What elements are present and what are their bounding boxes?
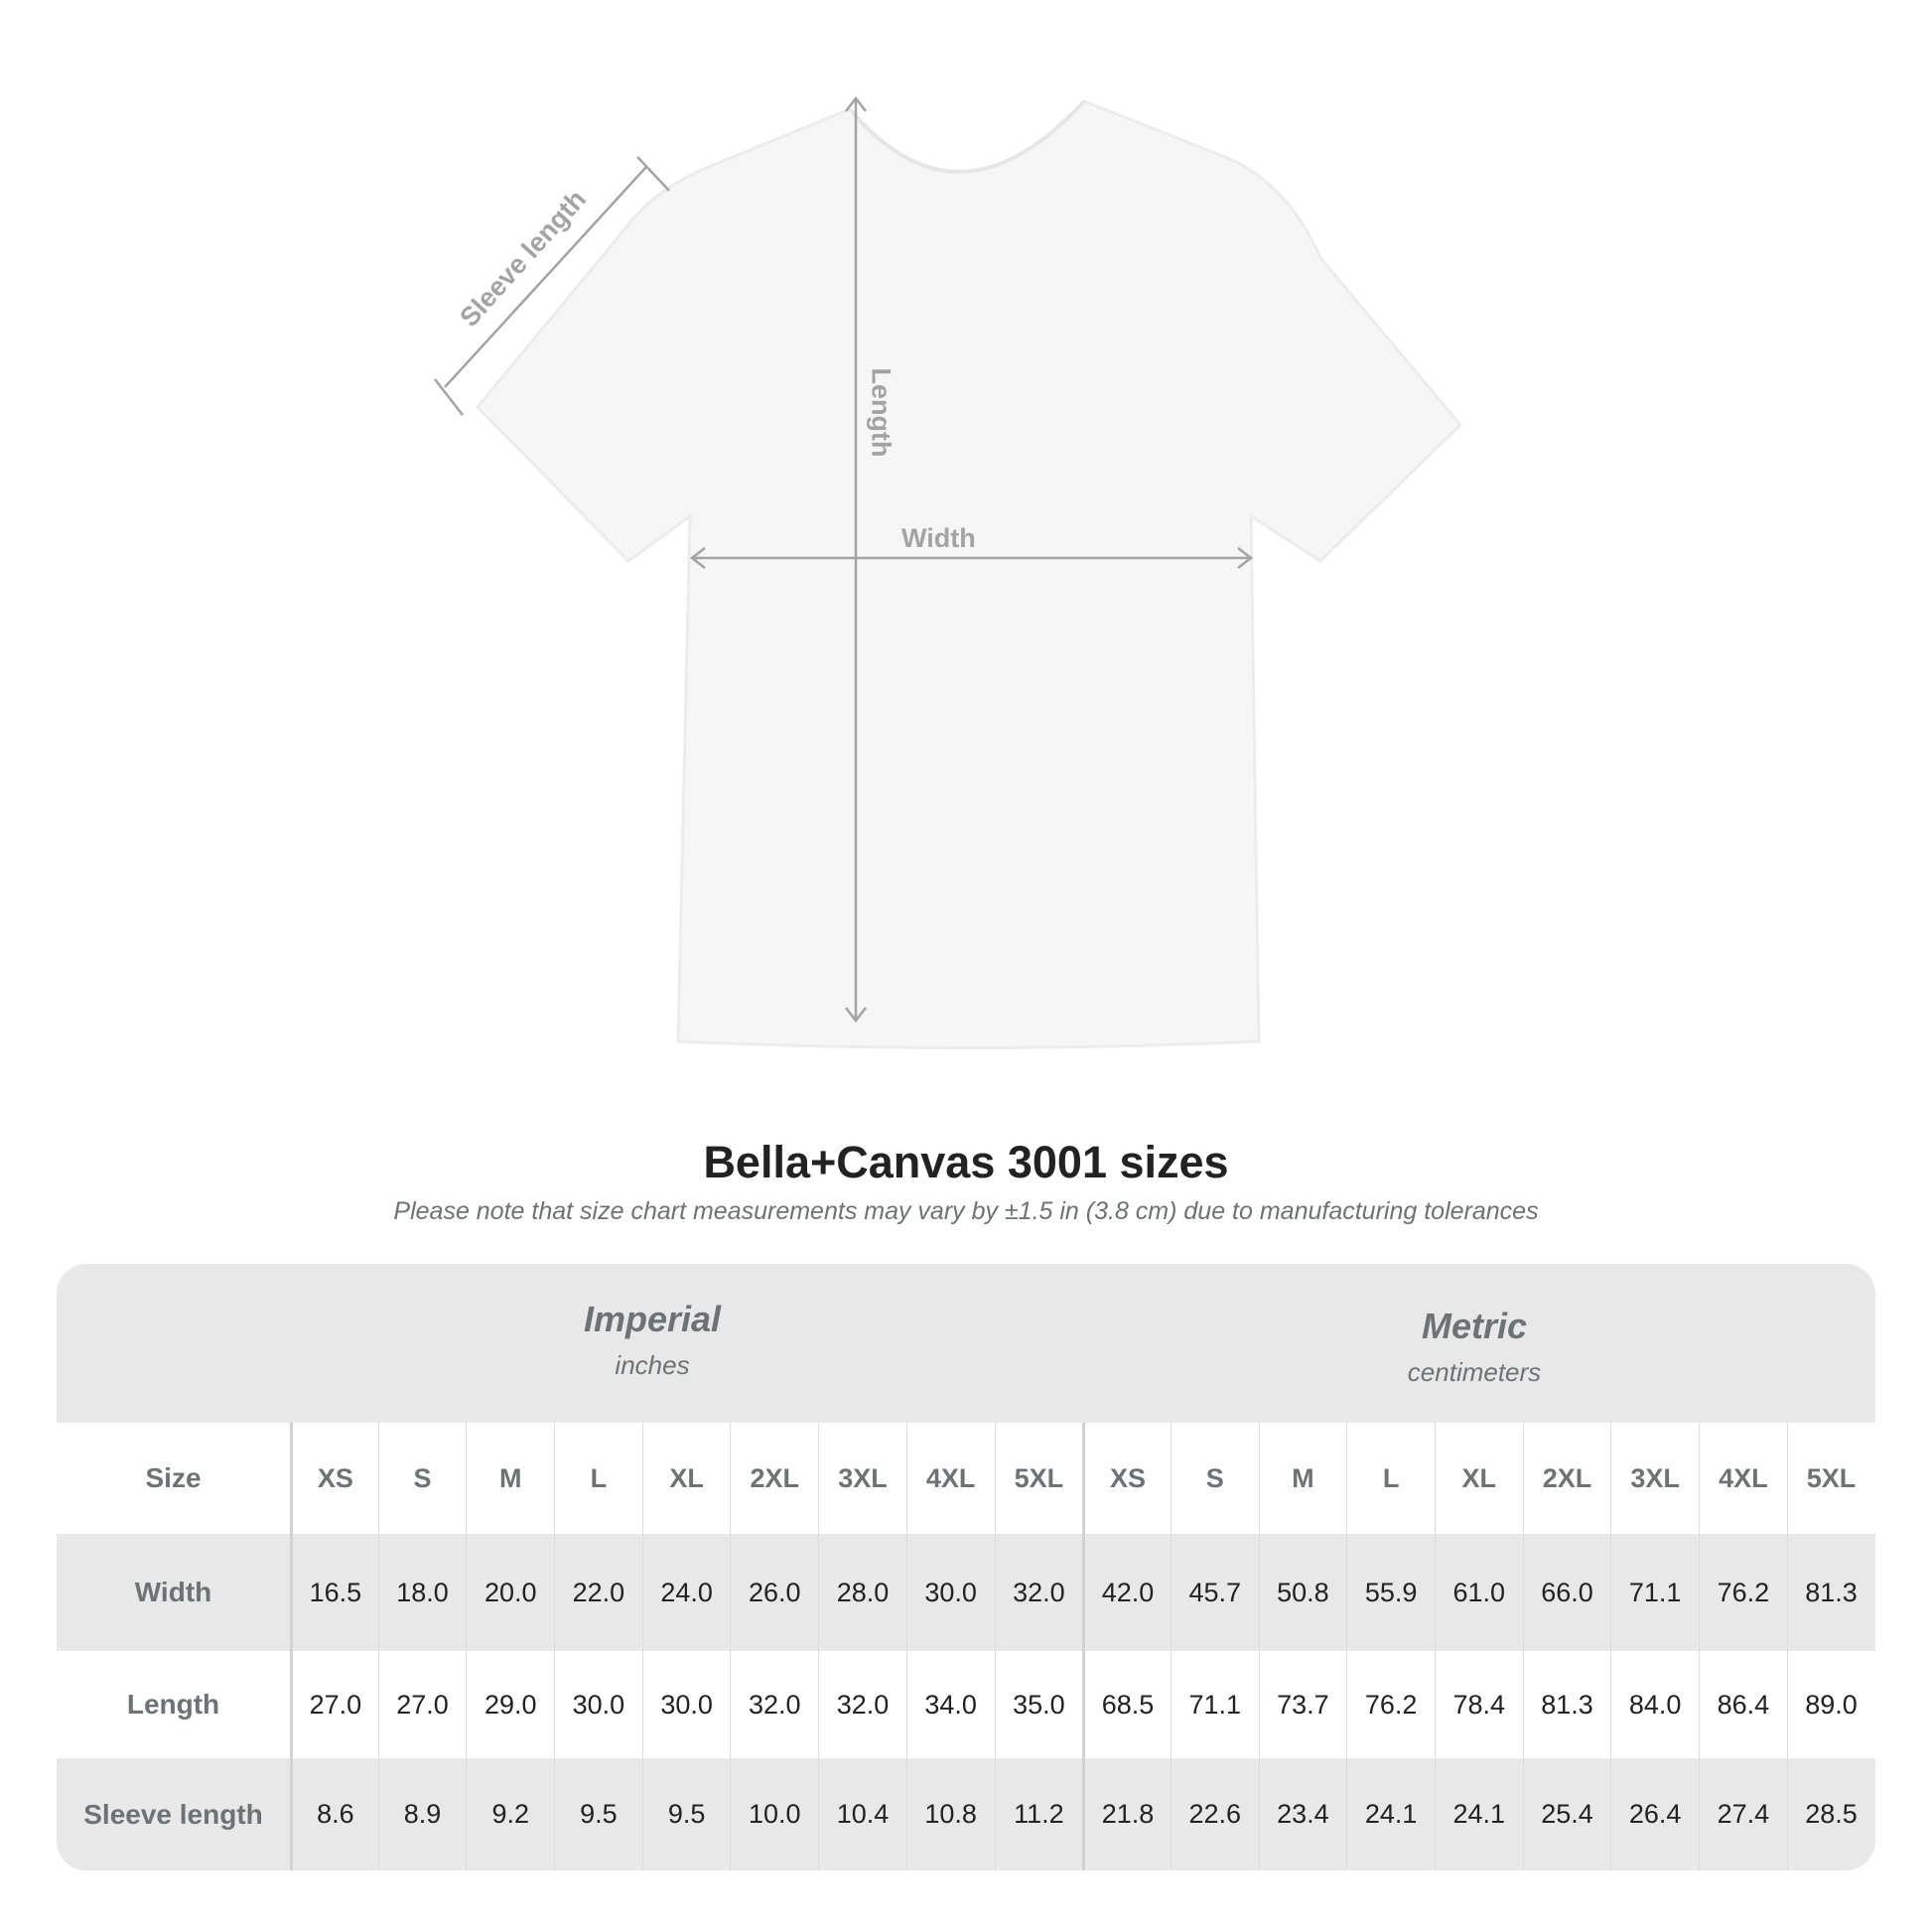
table-row-length: Length 27.0 27.0 29.0 30.0 30.0 32.0 32.0 34.0 35… bbox=[57, 1651, 1875, 1758]
imperial-value-cell: 29.0 bbox=[466, 1651, 554, 1758]
metric-value-cell: 66.0 bbox=[1522, 1534, 1611, 1651]
page-title: Bella+Canvas 3001 sizes bbox=[703, 1137, 1229, 1187]
length-label: Length bbox=[866, 367, 897, 458]
imperial-value-cell: 16.5 bbox=[290, 1534, 378, 1651]
metric-size-xl: XL bbox=[1434, 1423, 1523, 1534]
metric-value-cell: 21.8 bbox=[1082, 1758, 1171, 1870]
imperial-value-cell: 20.0 bbox=[466, 1534, 554, 1651]
metric-value-cell: 86.4 bbox=[1699, 1651, 1787, 1758]
imperial-size-2xl: 2XL bbox=[730, 1423, 818, 1534]
imperial-value-cell: 32.0 bbox=[818, 1651, 906, 1758]
imperial-size-4xl: 4XL bbox=[905, 1423, 995, 1534]
imperial-value-cell: 11.2 bbox=[994, 1758, 1083, 1870]
imperial-value-cell: 27.0 bbox=[377, 1651, 467, 1758]
metric-value-cell: 26.4 bbox=[1610, 1758, 1699, 1870]
metric-size-s: S bbox=[1170, 1423, 1259, 1534]
metric-group-header: Metric centimeters bbox=[1080, 1306, 1868, 1388]
metric-value-cell: 23.4 bbox=[1258, 1758, 1347, 1870]
tolerance-note: Please note that size chart measurements… bbox=[393, 1197, 1539, 1225]
metric-value-cell: 24.1 bbox=[1434, 1758, 1523, 1870]
imperial-value-cell: 24.0 bbox=[641, 1534, 731, 1651]
metric-value-cell: 78.4 bbox=[1434, 1651, 1523, 1758]
imperial-size-l: L bbox=[554, 1423, 642, 1534]
imperial-title: Imperial bbox=[583, 1299, 722, 1339]
metric-value-cell: 27.4 bbox=[1699, 1758, 1787, 1870]
metric-size-l: L bbox=[1346, 1423, 1435, 1534]
imperial-size-3xl: 3XL bbox=[818, 1423, 906, 1534]
metric-value-cell: 81.3 bbox=[1522, 1651, 1611, 1758]
row-label: Length bbox=[126, 1689, 220, 1720]
metric-value-cell: 76.2 bbox=[1346, 1651, 1435, 1758]
imperial-value-cell: 32.0 bbox=[730, 1651, 818, 1758]
table-row-sleeve-length: Sleeve length 8.6 8.9 9.2 9.5 9.5 10.0 10.4 10.8… bbox=[57, 1758, 1875, 1870]
metric-value-cell: 76.2 bbox=[1699, 1534, 1787, 1651]
imperial-value-cell: 9.2 bbox=[466, 1758, 554, 1870]
metric-value-cell: 55.9 bbox=[1346, 1534, 1435, 1651]
imperial-value-cell: 18.0 bbox=[377, 1534, 467, 1651]
imperial-value-cell: 30.0 bbox=[641, 1651, 731, 1758]
imperial-value-cell: 10.0 bbox=[730, 1758, 818, 1870]
table-row-width: Width 16.5 18.0 20.0 22.0 24.0 26.0 28.0 30.0 32.… bbox=[57, 1534, 1875, 1651]
measure-lines bbox=[434, 95, 1254, 1024]
table-header-band bbox=[57, 1264, 1875, 1423]
metric-value-cell: 28.5 bbox=[1786, 1758, 1875, 1870]
metric-value-cell: 45.7 bbox=[1170, 1534, 1259, 1651]
imperial-value-cell: 30.0 bbox=[554, 1651, 642, 1758]
imperial-unit: inches bbox=[615, 1350, 690, 1380]
metric-unit: centimeters bbox=[1407, 1357, 1542, 1387]
imperial-size-xs: XS bbox=[290, 1423, 378, 1534]
imperial-value-cell: 9.5 bbox=[554, 1758, 642, 1870]
metric-value-cell: 22.6 bbox=[1170, 1758, 1259, 1870]
imperial-value-cell: 8.9 bbox=[377, 1758, 467, 1870]
metric-size-m: M bbox=[1258, 1423, 1347, 1534]
imperial-value-cell: 34.0 bbox=[905, 1651, 995, 1758]
sleeve-line bbox=[444, 165, 648, 388]
metric-size-5xl: 5XL bbox=[1786, 1423, 1875, 1534]
imperial-value-cell: 10.8 bbox=[905, 1758, 995, 1870]
metric-value-cell: 81.3 bbox=[1786, 1534, 1875, 1651]
tshirt-shape bbox=[475, 99, 1463, 1049]
row-label: Width bbox=[134, 1577, 212, 1607]
metric-value-cell: 50.8 bbox=[1258, 1534, 1347, 1651]
imperial-size-m: M bbox=[466, 1423, 554, 1534]
imperial-value-cell: 32.0 bbox=[994, 1534, 1083, 1651]
metric-value-cell: 42.0 bbox=[1082, 1534, 1171, 1651]
metric-value-cell: 71.1 bbox=[1610, 1534, 1699, 1651]
metric-size-3xl: 3XL bbox=[1610, 1423, 1699, 1534]
imperial-value-cell: 8.6 bbox=[290, 1758, 378, 1870]
imperial-size-s: S bbox=[377, 1423, 467, 1534]
imperial-value-cell: 22.0 bbox=[554, 1534, 642, 1651]
metric-value-cell: 84.0 bbox=[1610, 1651, 1699, 1758]
imperial-group-header: Imperial inches bbox=[258, 1299, 1046, 1381]
imperial-value-cell: 28.0 bbox=[818, 1534, 906, 1651]
size-chart-table: Imperial inches Metric centimeters Size X… bbox=[57, 1264, 1875, 1870]
metric-size-2xl: 2XL bbox=[1522, 1423, 1611, 1534]
imperial-size-5xl: 5XL bbox=[994, 1423, 1083, 1534]
metric-size-xs: XS bbox=[1082, 1423, 1171, 1534]
width-label: Width bbox=[901, 523, 976, 553]
metric-value-cell: 61.0 bbox=[1434, 1534, 1523, 1651]
metric-size-4xl: 4XL bbox=[1699, 1423, 1787, 1534]
imperial-value-cell: 30.0 bbox=[905, 1534, 995, 1651]
metric-value-cell: 25.4 bbox=[1522, 1758, 1611, 1870]
imperial-size-xl: XL bbox=[641, 1423, 731, 1534]
metric-title: Metric bbox=[1421, 1306, 1528, 1346]
imperial-value-cell: 10.4 bbox=[818, 1758, 906, 1870]
size-header-row: Size XS S M L XL 2XL 3XL 4XL 5XL XS S M L XL 2XL 3XL 4XL 5… bbox=[57, 1423, 1875, 1534]
imperial-value-cell: 9.5 bbox=[641, 1758, 731, 1870]
metric-value-cell: 73.7 bbox=[1258, 1651, 1347, 1758]
metric-value-cell: 68.5 bbox=[1082, 1651, 1171, 1758]
imperial-value-cell: 27.0 bbox=[290, 1651, 378, 1758]
imperial-value-cell: 26.0 bbox=[730, 1534, 818, 1651]
metric-value-cell: 71.1 bbox=[1170, 1651, 1259, 1758]
size-grid: Size XS S M L XL 2XL 3XL 4XL 5XL XS S M L XL 2XL 3XL 4XL 5… bbox=[57, 1423, 1875, 1870]
imperial-value-cell: 35.0 bbox=[994, 1651, 1083, 1758]
tshirt-illustration bbox=[434, 95, 1463, 1049]
size-row-label: Size bbox=[145, 1462, 202, 1493]
metric-value-cell: 24.1 bbox=[1346, 1758, 1435, 1870]
row-label: Sleeve length bbox=[83, 1798, 263, 1830]
metric-value-cell: 89.0 bbox=[1786, 1651, 1875, 1758]
